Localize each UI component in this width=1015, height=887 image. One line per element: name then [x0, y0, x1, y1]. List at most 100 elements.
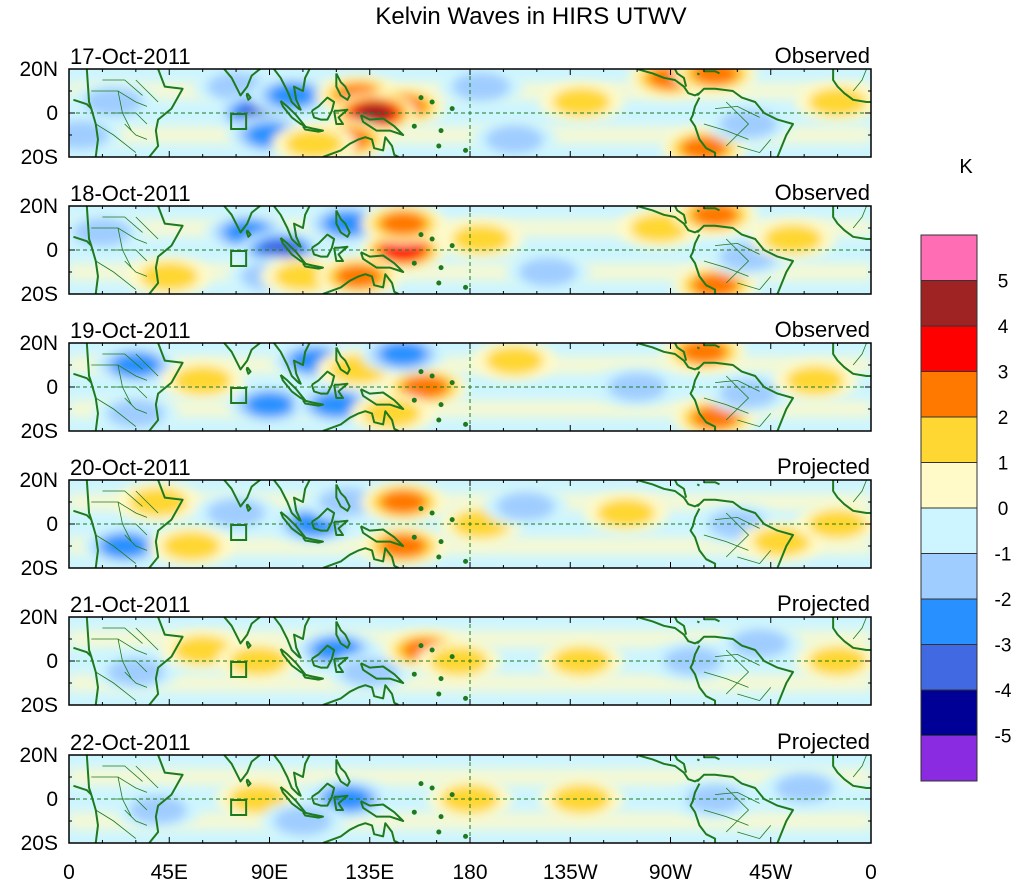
- x-tick-label: 90E: [251, 861, 288, 884]
- panel-22-Oct-2011: 20N 0 20S 22-Oct-2011 Projected: [19, 729, 872, 855]
- coastlines: [73, 617, 871, 705]
- y-tick-label: 20S: [21, 832, 58, 855]
- y-tick-label: 20N: [19, 744, 58, 767]
- anomaly-contour: [764, 224, 822, 254]
- x-tick-label: 45W: [749, 861, 792, 884]
- panel-status: Projected: [777, 454, 870, 479]
- island: [411, 671, 417, 677]
- x-tick-label: 90W: [649, 861, 692, 884]
- anomaly-contour: [380, 211, 427, 236]
- y-tick-label: 20N: [19, 195, 58, 218]
- island: [429, 785, 435, 791]
- island: [418, 781, 424, 787]
- y-tick-label: 20N: [19, 332, 58, 355]
- island: [449, 654, 455, 660]
- colorbar-bin: [920, 234, 978, 281]
- panel-date: 19-Oct-2011: [70, 318, 191, 343]
- island: [449, 517, 455, 523]
- panel-date: 18-Oct-2011: [70, 181, 191, 206]
- anomaly-field: [69, 482, 871, 566]
- panel-status: Projected: [777, 729, 870, 754]
- colorbar: K 5 4 3 2 1 0 -1 -2 -3 -4 -5: [920, 156, 1012, 782]
- colorbar-bin: [920, 598, 978, 645]
- anomaly-contour: [173, 635, 232, 665]
- anomaly-field: [69, 623, 871, 692]
- island: [429, 373, 435, 379]
- anomaly-contour: [69, 120, 110, 150]
- island: [436, 143, 442, 149]
- island: [449, 243, 455, 249]
- anomaly-contour: [691, 69, 739, 86]
- y-tick-label: 20N: [19, 58, 58, 81]
- anomaly-contour: [691, 273, 739, 294]
- island: [438, 265, 444, 271]
- anomaly-contour: [786, 366, 845, 395]
- island: [436, 691, 442, 697]
- region-box: [230, 524, 248, 541]
- region-box: [230, 113, 248, 130]
- anomaly-contour: [485, 346, 544, 375]
- x-tick-label: 0: [63, 861, 75, 884]
- x-axis: 0 45E 90E 135E 180 135W 90W 45W 0: [63, 861, 877, 884]
- colorbar-unit: K: [959, 156, 973, 178]
- colorbar-tick-label: -5: [995, 727, 1012, 748]
- coastlines: [73, 755, 871, 843]
- island: [418, 369, 424, 375]
- island: [411, 123, 417, 129]
- country-borders: [91, 617, 867, 702]
- island: [449, 380, 455, 386]
- colorbar-tick-label: 3: [998, 363, 1009, 384]
- coastlines: [73, 480, 871, 568]
- island: [438, 676, 444, 682]
- anomaly-contour: [73, 218, 132, 247]
- anomaly-contour: [363, 399, 421, 428]
- island: [411, 534, 417, 540]
- colorbar-tick-label: -3: [995, 636, 1012, 657]
- panel-18-Oct-2011: 20N 0 20S 18-Oct-2011 Observed: [19, 180, 872, 306]
- colorbar-tick-label: -2: [995, 590, 1012, 611]
- island: [438, 402, 444, 408]
- colorbar-tick-label: -1: [995, 545, 1012, 566]
- anomaly-contour: [140, 262, 199, 291]
- anomaly-contour: [268, 83, 315, 108]
- anomaly-contour: [775, 773, 834, 803]
- panel-date: 20-Oct-2011: [70, 455, 191, 480]
- island: [418, 232, 424, 238]
- panel-21-Oct-2011: 20N 0 20S 21-Oct-2011 Projected: [19, 591, 872, 717]
- country-borders: [91, 755, 867, 840]
- anomaly-contour: [112, 353, 159, 377]
- y-tick-label: 20S: [21, 283, 58, 306]
- island: [411, 260, 417, 266]
- y-tick-label: 20S: [21, 146, 58, 169]
- colorbar-tick-label: -4: [995, 681, 1012, 702]
- panel-stack: 20N 0 20S 17-Oct-2011 Observed 20N 0 20S 18-Oct-…: [19, 43, 872, 855]
- island: [436, 554, 442, 560]
- region-box: [230, 661, 248, 678]
- y-tick-label: 20S: [21, 557, 58, 580]
- region-box: [230, 799, 248, 816]
- colorbar-tick-label: 0: [998, 499, 1009, 520]
- anomaly-field: [69, 206, 871, 294]
- y-tick-label: 0: [46, 788, 58, 811]
- coastlines: [73, 206, 871, 294]
- anomaly-contour: [808, 646, 867, 676]
- y-tick-label: 20S: [21, 694, 58, 717]
- anomaly-contour: [496, 492, 555, 521]
- colorbar-tick-label: 1: [998, 454, 1009, 475]
- anomaly-contour: [808, 87, 867, 117]
- x-tick-label: 135E: [345, 861, 394, 884]
- region-box: [230, 250, 248, 267]
- anomaly-contour: [452, 72, 511, 101]
- anomaly-contour: [173, 366, 232, 395]
- anomaly-contour: [519, 257, 577, 287]
- x-tick-label: 0: [865, 861, 877, 884]
- panel-date: 17-Oct-2011: [70, 44, 191, 69]
- island: [411, 397, 417, 403]
- anomaly-contour: [383, 239, 423, 261]
- island: [429, 236, 435, 242]
- panel-19-Oct-2011: 20N 0 20S 19-Oct-2011 Observed: [19, 317, 872, 443]
- island: [463, 695, 469, 701]
- anomaly-field: [69, 343, 871, 431]
- colorbar-bin: [920, 553, 978, 600]
